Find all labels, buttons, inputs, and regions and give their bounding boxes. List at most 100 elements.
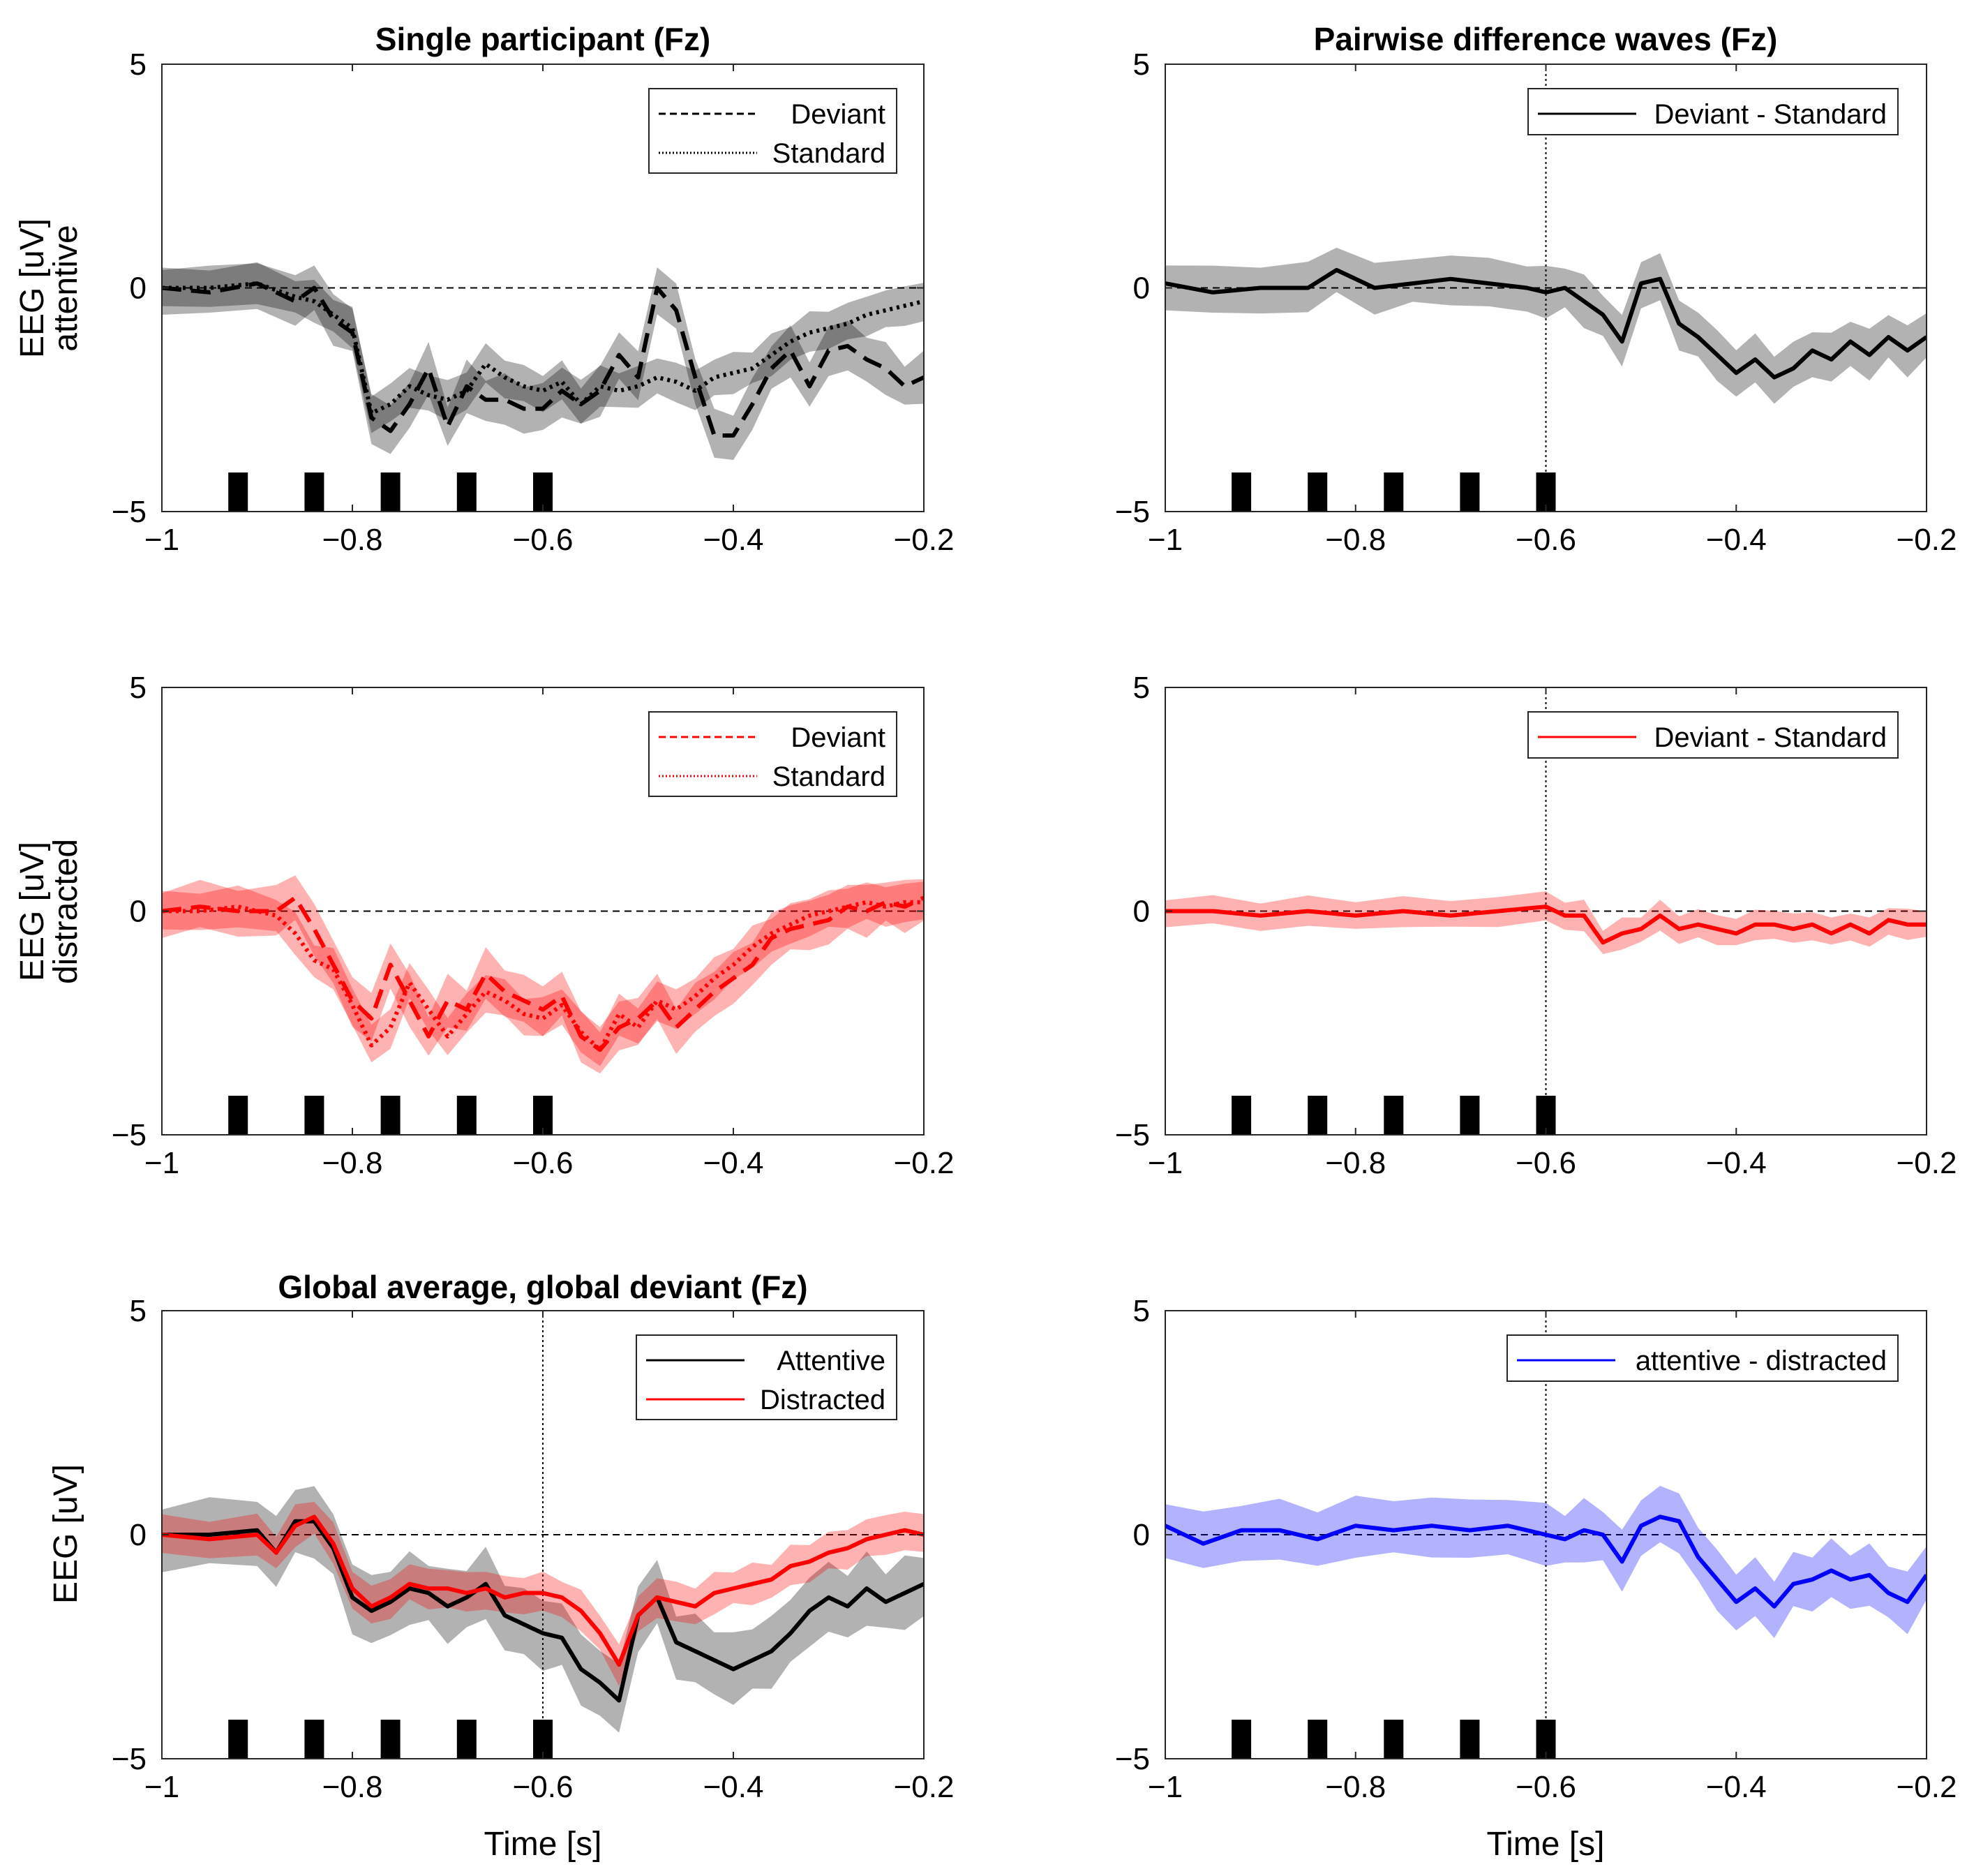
p3-legend-label-1: Standard	[772, 761, 885, 792]
p3-xtick-label-2: −0.6	[513, 1146, 574, 1180]
p5-xtick-label-1: −0.8	[322, 1770, 383, 1804]
p1-xtick-label-3: −0.4	[703, 523, 764, 557]
p3-stimulus-marker-1	[304, 1096, 324, 1135]
p4-series-0	[1165, 904, 1927, 945]
row3-ylabel: EEG [uV]	[47, 1464, 84, 1604]
panel5-xlabel: Time [s]	[484, 1826, 602, 1863]
p2-xtick-label-2: −0.6	[1516, 523, 1576, 557]
p3-xtick-label-0: −1	[144, 1146, 179, 1180]
p2-legend: Deviant - Standard	[1527, 88, 1899, 135]
panel-single-attentive: −1 −0.8 −0.6 −0.4 −0.2 −5 0 5 Deviant Standard	[112, 47, 955, 557]
panel-single-distracted: −1 −0.8 −0.6 −0.4 −0.2 −5 0 5 Deviant Standard	[112, 671, 955, 1180]
p1-band-0	[162, 263, 924, 460]
p2-stimulus-marker-0	[1232, 472, 1252, 512]
p2-plot-area	[1165, 64, 1927, 512]
panel-global-average: −1 −0.8 −0.6 −0.4 −0.2 −5 0 5 Attentive Distracte…	[112, 1294, 955, 1804]
p5-xtick-label-4: −0.2	[894, 1770, 955, 1804]
p4-legend: Deviant - Standard	[1527, 711, 1899, 759]
p1-series-1	[162, 281, 924, 415]
p4-ytick-label-1: 0	[1133, 895, 1150, 929]
p6-xtick-label-4: −0.2	[1897, 1770, 1957, 1804]
panel-attentive-minus-distracted: −1 −0.8 −0.6 −0.4 −0.2 −5 0 5 attentive - distra…	[1115, 1294, 1957, 1804]
p1-xtick-label-1: −0.8	[322, 523, 383, 557]
p2-ytick-label-1: 0	[1133, 271, 1150, 306]
p3-plot-area	[162, 875, 924, 1074]
p4-xtick-label-3: −0.4	[1706, 1146, 1767, 1180]
p5-ytick-label-0: −5	[112, 1742, 147, 1776]
p6-ytick-label-1: 0	[1133, 1518, 1150, 1552]
p6-ytick-label-0: −5	[1115, 1742, 1150, 1776]
panel6-xlabel: Time [s]	[1487, 1826, 1605, 1863]
p4-band-0	[1165, 891, 1927, 954]
p4-ytick-label-2: 5	[1133, 671, 1150, 705]
p6-ytick-label-2: 5	[1133, 1294, 1150, 1328]
p5-ytick-label-2: 5	[130, 1294, 147, 1328]
p4-legend-box	[1527, 711, 1899, 759]
p3-stimulus-marker-2	[380, 1096, 401, 1135]
p6-xtick-label-1: −0.8	[1325, 1770, 1386, 1804]
p5-stimulus-marker-2	[380, 1720, 401, 1759]
p5-plot-area	[162, 1311, 924, 1759]
row1-ylabel-b: attentive	[47, 225, 84, 351]
row2-ylabel-a: EEG [uV]	[14, 842, 51, 981]
p1-legend-box	[648, 88, 897, 174]
p4-stimulus-marker-3	[1460, 1096, 1480, 1135]
row2-ylabel-b: distracted	[47, 839, 84, 984]
p3-xtick-label-4: −0.2	[894, 1146, 955, 1180]
p3-ytick-label-0: −5	[112, 1118, 147, 1152]
p2-ytick-label-0: −5	[1115, 495, 1150, 529]
p3-band-0	[162, 875, 924, 1074]
p5-xtick-label-0: −1	[144, 1770, 179, 1804]
panel-diff-distracted: −1 −0.8 −0.6 −0.4 −0.2 −5 0 5 Deviant - Standard	[1115, 671, 1957, 1180]
p2-xtick-label-3: −0.4	[1706, 523, 1767, 557]
p3-legend-label-0: Deviant	[791, 722, 885, 753]
p4-ytick-label-0: −5	[1115, 1118, 1150, 1152]
p2-xtick-label-0: −1	[1148, 523, 1183, 557]
p1-legend: Deviant Standard	[648, 88, 897, 174]
p5-xtick-label-3: −0.4	[703, 1770, 764, 1804]
p3-xtick-label-1: −0.8	[322, 1146, 383, 1180]
row1-ylabel-a: EEG [uV]	[14, 218, 51, 358]
p6-legend: attentive - distracted	[1506, 1334, 1899, 1382]
p5-legend: Attentive Distracted	[636, 1334, 897, 1420]
p6-series-0	[1165, 1514, 1927, 1609]
p3-band-1	[162, 881, 924, 1066]
p5-legend-box	[636, 1334, 897, 1420]
p4-xtick-label-0: −1	[1148, 1146, 1183, 1180]
p1-ytick-label-2: 5	[130, 47, 147, 82]
p5-stimulus-marker-3	[456, 1720, 477, 1759]
p1-band-1	[162, 262, 924, 433]
p1-stimulus-marker-2	[380, 472, 401, 512]
p3-xtick-label-3: −0.4	[703, 1146, 764, 1180]
panel-diff-attentive: −1 −0.8 −0.6 −0.4 −0.2 −5 0 5 Deviant - Standard	[1115, 47, 1957, 557]
p2-legend-box	[1527, 88, 1899, 135]
p5-xtick-label-2: −0.6	[513, 1770, 574, 1804]
p6-xtick-label-3: −0.4	[1706, 1770, 1767, 1804]
p2-stimulus-marker-1	[1308, 472, 1328, 512]
p4-xtick-label-4: −0.2	[1897, 1146, 1957, 1180]
p5-series-1	[162, 1514, 924, 1667]
p3-ytick-label-1: 0	[130, 895, 147, 929]
p2-xtick-label-4: −0.2	[1897, 523, 1957, 557]
p1-xtick-label-2: −0.6	[513, 523, 574, 557]
p1-stimulus-marker-0	[228, 472, 248, 512]
panel1-title: Single participant (Fz)	[375, 21, 710, 57]
p4-stimulus-marker-0	[1232, 1096, 1252, 1135]
p4-stimulus-marker-2	[1384, 1096, 1404, 1135]
p1-legend-label-1: Standard	[772, 138, 885, 169]
p6-xtick-label-2: −0.6	[1516, 1770, 1576, 1804]
p1-plot-area	[162, 262, 924, 460]
p3-stimulus-marker-0	[228, 1096, 248, 1135]
p6-stimulus-marker-1	[1308, 1720, 1328, 1759]
p2-band-0	[1165, 247, 1927, 404]
p4-xtick-label-2: −0.6	[1516, 1146, 1576, 1180]
p5-legend-label-0: Attentive	[777, 1346, 885, 1376]
p6-legend-box	[1506, 1334, 1899, 1382]
p3-series-0	[162, 895, 924, 1052]
p3-stimulus-marker-3	[456, 1096, 477, 1135]
p5-stimulus-marker-1	[304, 1720, 324, 1759]
p4-xtick-label-1: −0.8	[1325, 1146, 1386, 1180]
p3-legend-box	[648, 711, 897, 797]
p1-stimulus-marker-3	[456, 472, 477, 512]
